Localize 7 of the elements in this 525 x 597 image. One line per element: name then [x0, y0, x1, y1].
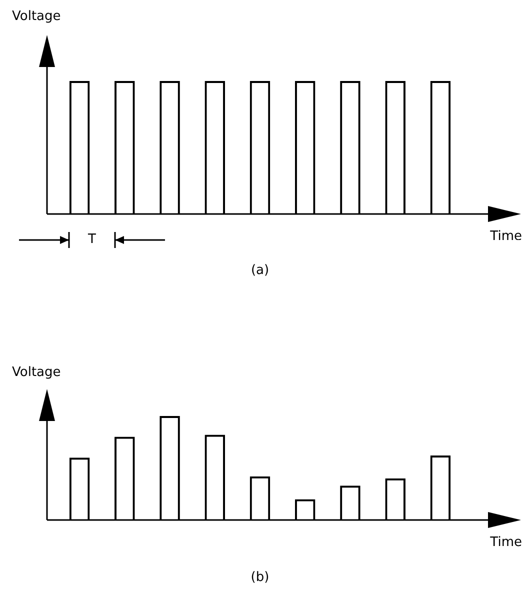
x-axis-title: Time	[489, 535, 522, 550]
y-axis-title: Voltage	[12, 365, 61, 380]
y-axis-title: Voltage	[12, 9, 61, 24]
text: T	[88, 232, 96, 248]
x-axis-title: Time	[489, 229, 522, 244]
text: (b)	[250, 570, 270, 586]
text: (a)	[250, 263, 270, 279]
